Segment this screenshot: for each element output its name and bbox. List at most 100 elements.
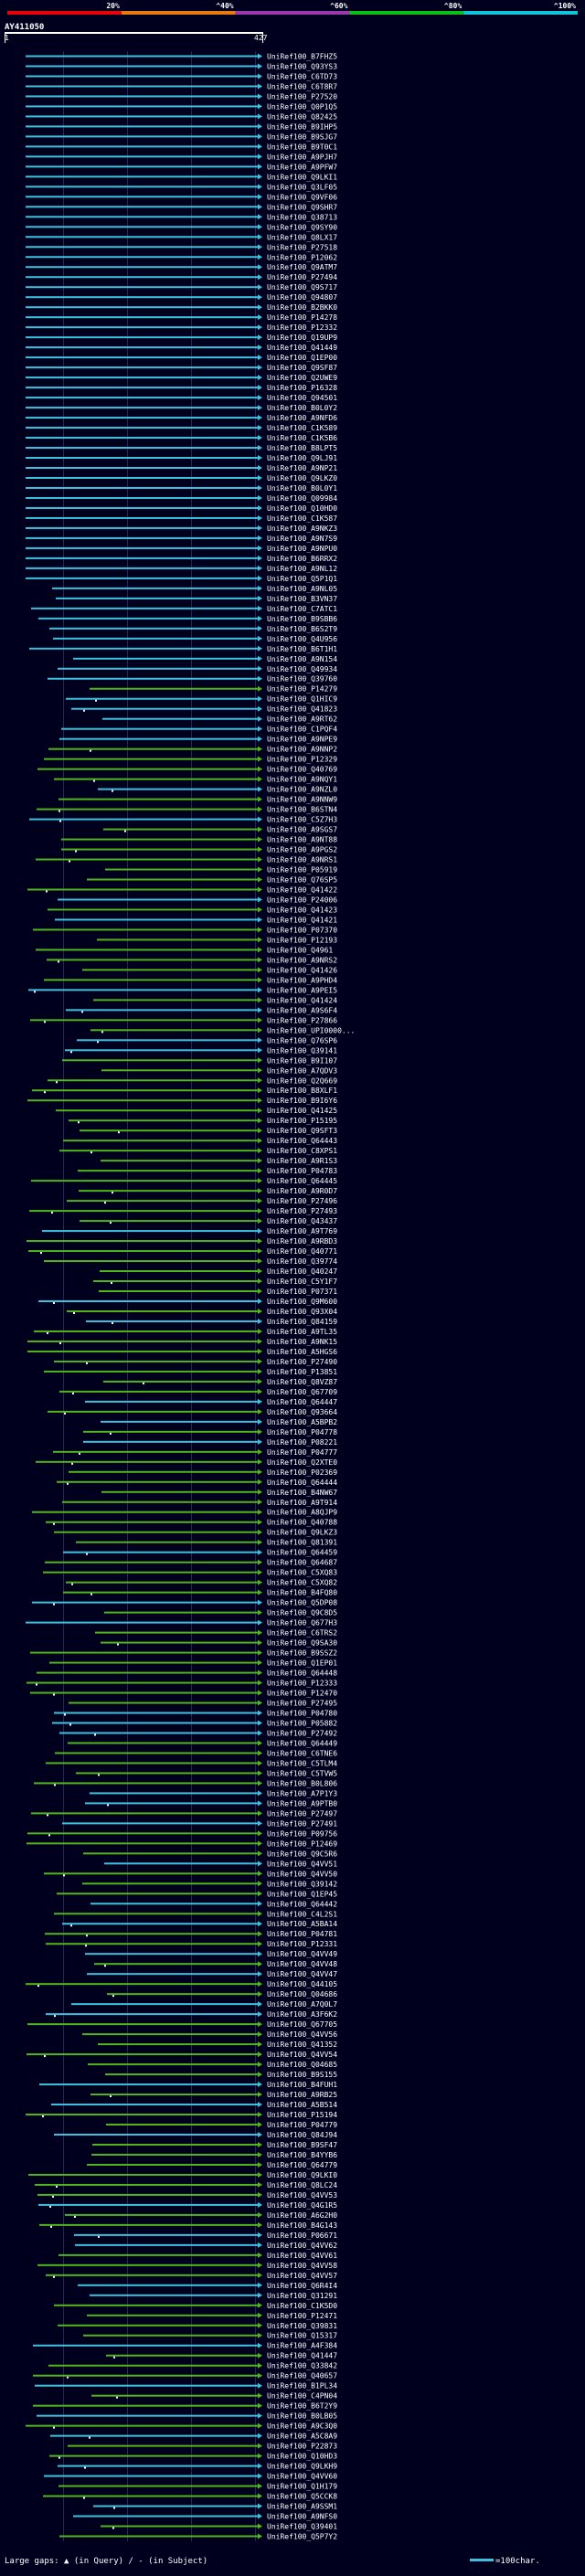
hit-row[interactable]: UniRef100_B9T0C1	[26, 143, 337, 151]
hit-row[interactable]: UniRef100_Q4VV48	[94, 1960, 337, 1968]
hit-accession-label[interactable]: UniRef100_P05882	[267, 1719, 337, 1727]
hit-row[interactable]: UniRef100_P07371	[99, 1288, 337, 1296]
hit-accession-label[interactable]: UniRef100_A9NRS2	[267, 956, 337, 964]
hit-accession-label[interactable]: UniRef100_A9NZL0	[267, 786, 337, 794]
hit-row[interactable]: UniRef100_P09756	[27, 1829, 337, 1838]
hit-row[interactable]: UniRef100_Q39401	[101, 2523, 337, 2531]
hit-row[interactable]: UniRef100_C1K5D0	[54, 2302, 337, 2310]
hit-alignment-bar[interactable]	[48, 1079, 258, 1082]
hit-alignment-bar[interactable]	[26, 526, 258, 529]
hit-accession-label[interactable]: UniRef100_Q4G1R5	[267, 2201, 337, 2210]
hit-accession-label[interactable]: UniRef100_Q39831	[267, 2322, 337, 2330]
hit-row[interactable]: UniRef100_P13851	[44, 1368, 337, 1376]
hit-row[interactable]: UniRef100_A9NL05	[52, 585, 337, 593]
hit-alignment-bar[interactable]	[26, 417, 258, 419]
hit-accession-label[interactable]: UniRef100_P04781	[267, 1930, 337, 1938]
hit-row[interactable]: UniRef100_B9SBB6	[38, 615, 337, 623]
hit-alignment-bar[interactable]	[26, 2424, 258, 2427]
hit-accession-label[interactable]: UniRef100_Q3LF05	[267, 183, 337, 191]
hit-row[interactable]: UniRef100_C7ATC1	[31, 605, 337, 613]
hit-accession-label[interactable]: UniRef100_Q9SY90	[267, 223, 337, 231]
hit-accession-label[interactable]: UniRef100_P02369	[267, 1468, 337, 1477]
hit-accession-label[interactable]: UniRef100_Q1H179	[267, 2483, 337, 2491]
hit-accession-label[interactable]: UniRef100_Q4VV62	[267, 2242, 337, 2250]
hit-alignment-bar[interactable]	[55, 1752, 258, 1754]
hit-alignment-bar[interactable]	[27, 1099, 258, 1102]
hit-accession-label[interactable]: UniRef100_Q81391	[267, 1539, 337, 1547]
hit-alignment-bar[interactable]	[103, 1380, 258, 1383]
hit-alignment-bar[interactable]	[38, 1299, 258, 1302]
hit-alignment-bar[interactable]	[54, 1531, 258, 1533]
hit-alignment-bar[interactable]	[26, 306, 258, 309]
hit-accession-label[interactable]: UniRef100_B6S2T9	[267, 625, 337, 633]
hit-alignment-bar[interactable]	[101, 1160, 258, 1162]
hit-row[interactable]: UniRef100_A9PJH7	[26, 153, 337, 161]
hit-alignment-bar[interactable]	[31, 607, 258, 610]
hit-row[interactable]: UniRef100_P12470	[30, 1690, 337, 1698]
hit-accession-label[interactable]: UniRef100_Q9C5R6	[267, 1850, 337, 1858]
hit-accession-label[interactable]: UniRef100_A9NL05	[267, 585, 337, 593]
hit-accession-label[interactable]: UniRef100_Q93YS3	[267, 62, 337, 70]
hit-alignment-bar[interactable]	[101, 1420, 258, 1423]
hit-row[interactable]: UniRef100_Q4U956	[53, 635, 337, 643]
hit-row[interactable]: UniRef100_Q04686	[107, 1990, 337, 1998]
hit-alignment-bar[interactable]	[26, 1983, 258, 1986]
hit-accession-label[interactable]: UniRef100_C5Z7H3	[267, 816, 337, 824]
hit-row[interactable]: UniRef100_A9NNW9	[58, 796, 337, 804]
hit-alignment-bar[interactable]	[48, 747, 258, 750]
hit-alignment-bar[interactable]	[39, 2083, 258, 2086]
hit-row[interactable]: UniRef100_A9NRS1	[36, 856, 337, 864]
hit-row[interactable]: UniRef100_Q84J94	[54, 2131, 337, 2139]
hit-alignment-bar[interactable]	[48, 908, 258, 911]
hit-alignment-bar[interactable]	[26, 316, 258, 319]
hit-accession-label[interactable]: UniRef100_Q10HD3	[267, 2453, 337, 2461]
hit-accession-label[interactable]: UniRef100_Q64448	[267, 1670, 337, 1678]
hit-row[interactable]: UniRef100_B6T2Y9	[33, 2402, 337, 2411]
hit-accession-label[interactable]: UniRef100_A9NQY1	[267, 776, 337, 784]
hit-alignment-bar[interactable]	[83, 2334, 258, 2337]
hit-alignment-bar[interactable]	[35, 2384, 258, 2387]
hit-alignment-bar[interactable]	[33, 2404, 258, 2407]
hit-row[interactable]: UniRef100_A9N7S9	[26, 535, 337, 543]
hit-row[interactable]: UniRef100_Q2Q669	[48, 1076, 337, 1085]
hit-alignment-bar[interactable]	[26, 95, 258, 98]
hit-alignment-bar[interactable]	[71, 2003, 258, 2006]
hit-row[interactable]: UniRef100_P27866	[30, 1016, 337, 1024]
hit-accession-label[interactable]: UniRef100_B4NW67	[267, 1489, 337, 1497]
hit-row[interactable]: UniRef100_C1K589	[26, 424, 337, 432]
hit-alignment-bar[interactable]	[57, 1892, 258, 1895]
hit-accession-label[interactable]: UniRef100_Q94501	[267, 394, 337, 402]
hit-accession-label[interactable]: UniRef100_A9RT62	[267, 716, 337, 724]
hit-alignment-bar[interactable]	[87, 878, 258, 881]
hit-accession-label[interactable]: UniRef100_Q31291	[267, 2292, 337, 2300]
hit-row[interactable]: UniRef100_Q1H179	[58, 2483, 337, 2491]
hit-accession-label[interactable]: UniRef100_B1PL34	[267, 2382, 337, 2390]
hit-alignment-bar[interactable]	[37, 2414, 258, 2417]
hit-row[interactable]: UniRef100_Q40657	[33, 2372, 337, 2380]
hit-accession-label[interactable]: UniRef100_C5TVW5	[267, 1769, 337, 1777]
hit-alignment-bar[interactable]	[59, 1732, 258, 1734]
hit-row[interactable]: UniRef100_Q19UP9	[26, 334, 337, 342]
hit-alignment-bar[interactable]	[46, 1943, 258, 1945]
hit-alignment-bar[interactable]	[26, 2114, 258, 2116]
hit-alignment-bar[interactable]	[45, 1561, 258, 1564]
hit-accession-label[interactable]: UniRef100_B6T1H1	[267, 645, 337, 653]
hit-accession-label[interactable]: UniRef100_P27520	[267, 92, 337, 101]
hit-accession-label[interactable]: UniRef100_Q9LKI1	[267, 173, 337, 181]
hit-accession-label[interactable]: UniRef100_P07370	[267, 926, 337, 934]
hit-row[interactable]: UniRef100_C6TNE6	[55, 1749, 337, 1757]
hit-row[interactable]: UniRef100_Q40247	[100, 1267, 337, 1276]
hit-row[interactable]: UniRef100_B4G143	[39, 2221, 337, 2230]
hit-accession-label[interactable]: UniRef100_Q8VZ87	[267, 1378, 337, 1386]
hit-alignment-bar[interactable]	[26, 296, 258, 299]
hit-row[interactable]: UniRef100_Q64443	[63, 1137, 337, 1145]
hit-alignment-bar[interactable]	[26, 557, 258, 559]
hit-alignment-bar[interactable]	[36, 1460, 258, 1463]
hit-accession-label[interactable]: UniRef100_Q677H3	[267, 1619, 337, 1627]
hit-alignment-bar[interactable]	[37, 768, 258, 770]
hit-row[interactable]: UniRef100_P14278	[26, 313, 337, 322]
hit-alignment-bar[interactable]	[76, 1772, 258, 1775]
hit-accession-label[interactable]: UniRef100_Q10HD0	[267, 504, 337, 513]
hit-alignment-bar[interactable]	[28, 989, 258, 991]
hit-accession-label[interactable]: UniRef100_A5HGS6	[267, 1348, 337, 1356]
